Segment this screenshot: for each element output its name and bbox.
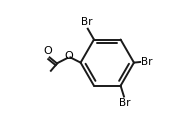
Text: O: O xyxy=(65,51,73,61)
Text: Br: Br xyxy=(119,98,131,108)
Text: Br: Br xyxy=(81,17,92,27)
Text: O: O xyxy=(44,46,52,56)
Text: Br: Br xyxy=(141,57,152,67)
